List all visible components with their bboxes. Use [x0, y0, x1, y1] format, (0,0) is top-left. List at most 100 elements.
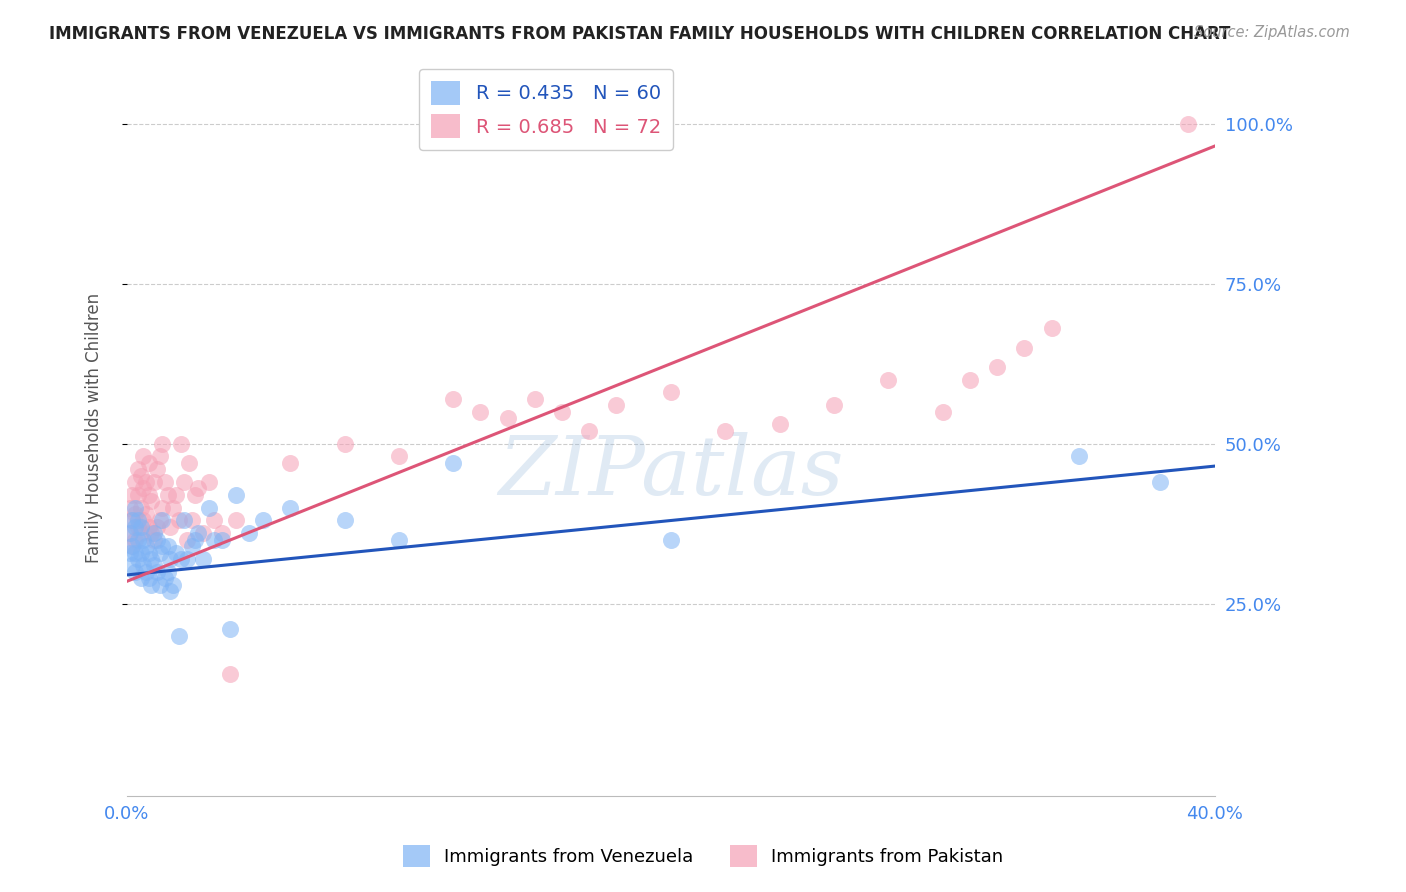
Point — [146, 462, 169, 476]
Point — [143, 533, 166, 547]
Point — [121, 539, 143, 553]
Point — [219, 667, 242, 681]
Point — [124, 565, 146, 579]
Point — [176, 552, 198, 566]
Point — [148, 450, 170, 464]
Point — [153, 475, 176, 489]
Point — [141, 552, 163, 566]
Point — [173, 514, 195, 528]
Point — [181, 539, 204, 553]
Point — [138, 571, 160, 585]
Point — [211, 533, 233, 547]
Point — [118, 500, 141, 515]
Point — [143, 526, 166, 541]
Point — [1014, 341, 1036, 355]
Point — [124, 507, 146, 521]
Point — [127, 462, 149, 476]
Point — [202, 514, 225, 528]
Point — [278, 456, 301, 470]
Point — [170, 552, 193, 566]
Point — [124, 500, 146, 515]
Point — [170, 436, 193, 450]
Point — [138, 520, 160, 534]
Point — [769, 417, 792, 432]
Point — [159, 520, 181, 534]
Point — [127, 533, 149, 547]
Point — [148, 514, 170, 528]
Point — [135, 475, 157, 489]
Point — [150, 500, 173, 515]
Point — [150, 436, 173, 450]
Point — [146, 520, 169, 534]
Point — [470, 405, 492, 419]
Point — [388, 533, 411, 547]
Point — [162, 500, 184, 515]
Point — [181, 514, 204, 528]
Legend: R = 0.435   N = 60, R = 0.685   N = 72: R = 0.435 N = 60, R = 0.685 N = 72 — [419, 70, 673, 150]
Point — [153, 571, 176, 585]
Text: Source: ZipAtlas.com: Source: ZipAtlas.com — [1194, 25, 1350, 40]
Point — [127, 488, 149, 502]
Point — [238, 526, 260, 541]
Point — [118, 526, 141, 541]
Point — [124, 475, 146, 489]
Point — [252, 514, 274, 528]
Point — [129, 545, 152, 559]
Point — [150, 539, 173, 553]
Point — [211, 526, 233, 541]
Point — [138, 456, 160, 470]
Point — [165, 545, 187, 559]
Point — [124, 545, 146, 559]
Point — [278, 500, 301, 515]
Point — [129, 571, 152, 585]
Point — [127, 552, 149, 566]
Point — [141, 577, 163, 591]
Point — [176, 533, 198, 547]
Point — [156, 565, 179, 579]
Point — [138, 488, 160, 502]
Point — [121, 488, 143, 502]
Point — [167, 514, 190, 528]
Point — [118, 545, 141, 559]
Point — [441, 392, 464, 406]
Point — [135, 539, 157, 553]
Point — [1177, 117, 1199, 131]
Point — [551, 405, 574, 419]
Point — [129, 468, 152, 483]
Point — [121, 539, 143, 553]
Point — [132, 482, 155, 496]
Point — [132, 450, 155, 464]
Point — [124, 533, 146, 547]
Point — [1149, 475, 1171, 489]
Point — [333, 514, 356, 528]
Point — [148, 545, 170, 559]
Point — [986, 359, 1008, 374]
Point — [523, 392, 546, 406]
Point — [129, 520, 152, 534]
Point — [148, 577, 170, 591]
Point — [605, 398, 627, 412]
Point — [959, 373, 981, 387]
Point — [165, 488, 187, 502]
Point — [202, 533, 225, 547]
Point — [121, 514, 143, 528]
Point — [138, 545, 160, 559]
Point — [191, 552, 214, 566]
Point — [132, 558, 155, 573]
Point — [127, 514, 149, 528]
Point — [179, 456, 201, 470]
Point — [156, 488, 179, 502]
Point — [823, 398, 845, 412]
Point — [121, 558, 143, 573]
Point — [150, 514, 173, 528]
Point — [146, 533, 169, 547]
Point — [135, 507, 157, 521]
Point — [659, 533, 682, 547]
Point — [187, 526, 209, 541]
Point — [197, 500, 219, 515]
Point — [118, 526, 141, 541]
Point — [225, 488, 247, 502]
Point — [441, 456, 464, 470]
Point — [932, 405, 955, 419]
Point — [191, 526, 214, 541]
